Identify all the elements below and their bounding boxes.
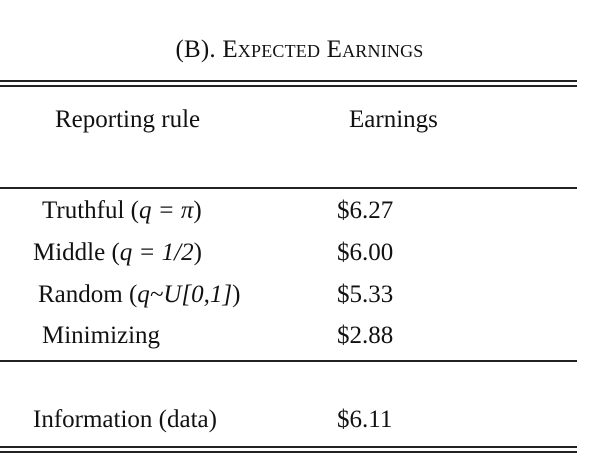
header-rule xyxy=(0,187,577,189)
row-earnings: $2.88 xyxy=(337,322,394,349)
row-label: Random (q~U[0,1]) xyxy=(38,281,240,309)
top-rule xyxy=(0,80,577,82)
row-earnings: $6.00 xyxy=(337,239,394,266)
section-rule xyxy=(0,360,577,362)
row-label-text: Middle ( xyxy=(33,239,120,266)
row-earnings: $5.33 xyxy=(337,281,394,308)
row-label-text: Random ( xyxy=(38,281,138,308)
table-row: Minimizing $2.88 xyxy=(0,322,577,358)
table-title-prefix: (B). xyxy=(175,36,223,63)
row-label-math: q = 1/2 xyxy=(119,239,194,266)
row-label: Truthful (q = π) xyxy=(42,197,202,225)
row-label-close: ) xyxy=(232,281,241,308)
row-earnings: $6.11 xyxy=(337,406,393,433)
row-label: Minimizing xyxy=(42,322,160,350)
bottom-rule-second xyxy=(0,451,577,453)
bottom-rule xyxy=(0,446,577,448)
table-row: Middle (q = 1/2) $6.00 xyxy=(0,239,577,275)
row-label-text: Minimizing xyxy=(42,322,161,349)
row-label-math: q~U[0,1] xyxy=(137,281,233,308)
row-earnings: $6.27 xyxy=(337,197,394,224)
column-header-reporting-rule: Reporting rule xyxy=(55,106,201,133)
top-rule-second xyxy=(0,85,577,87)
row-label-close: ) xyxy=(193,239,202,266)
column-header-earnings: Earnings xyxy=(349,106,438,133)
table-row: Truthful (q = π) $6.27 xyxy=(0,197,577,233)
row-label: Information (data) xyxy=(33,406,217,433)
table-row-data: Information (data) $6.11 xyxy=(0,406,577,442)
table-row: Random (q~U[0,1]) $5.33 xyxy=(0,281,577,317)
row-label: Middle (q = 1/2) xyxy=(33,239,202,267)
row-label-close: ) xyxy=(193,197,202,224)
row-label-text: Truthful ( xyxy=(42,197,140,224)
table-title: (B). Expected Earnings xyxy=(0,36,599,64)
row-label-math: q = π xyxy=(139,197,194,224)
table-title-caps: Expected Earnings xyxy=(222,36,424,63)
